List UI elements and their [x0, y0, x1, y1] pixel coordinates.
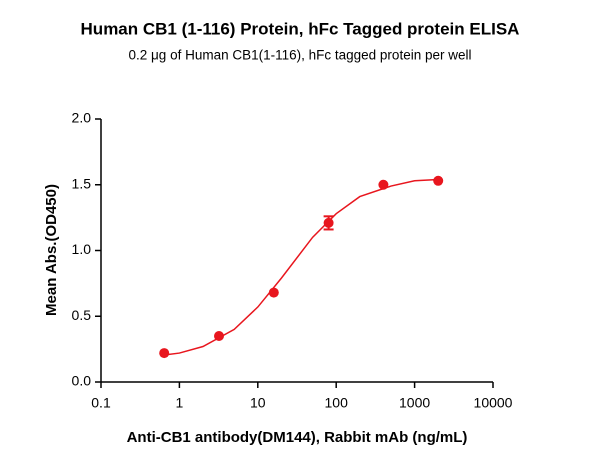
x-tick-label: 1	[176, 395, 184, 411]
data-point	[214, 330, 225, 341]
chart-title: Human CB1 (1-116) Protein, hFc Tagged pr…	[81, 19, 520, 38]
data-point	[159, 348, 170, 359]
y-tick-label: 0.5	[72, 307, 92, 323]
fit-curve	[164, 178, 439, 356]
data-point	[323, 217, 334, 228]
data-point	[378, 179, 389, 190]
chart-subtitle: 0.2 μg of Human CB1(1-116), hFc tagged p…	[129, 48, 472, 63]
data-point	[268, 287, 279, 298]
y-tick-label: 2.0	[72, 110, 92, 126]
x-tick-label: 100	[325, 395, 349, 411]
x-axis-label: Anti-CB1 antibody(DM144), Rabbit mAb (ng…	[127, 429, 468, 446]
y-tick-label: 1.0	[72, 241, 92, 257]
data-point	[433, 175, 444, 186]
y-axis-label: Mean Abs.(OD450)	[43, 184, 60, 316]
x-tick-label: 10000	[474, 395, 513, 411]
x-tick-label: 0.1	[91, 395, 111, 411]
x-tick-label: 10	[250, 395, 266, 411]
x-tick-label: 1000	[399, 395, 430, 411]
y-tick-label: 0.0	[72, 373, 92, 389]
y-tick-label: 1.5	[72, 175, 92, 191]
